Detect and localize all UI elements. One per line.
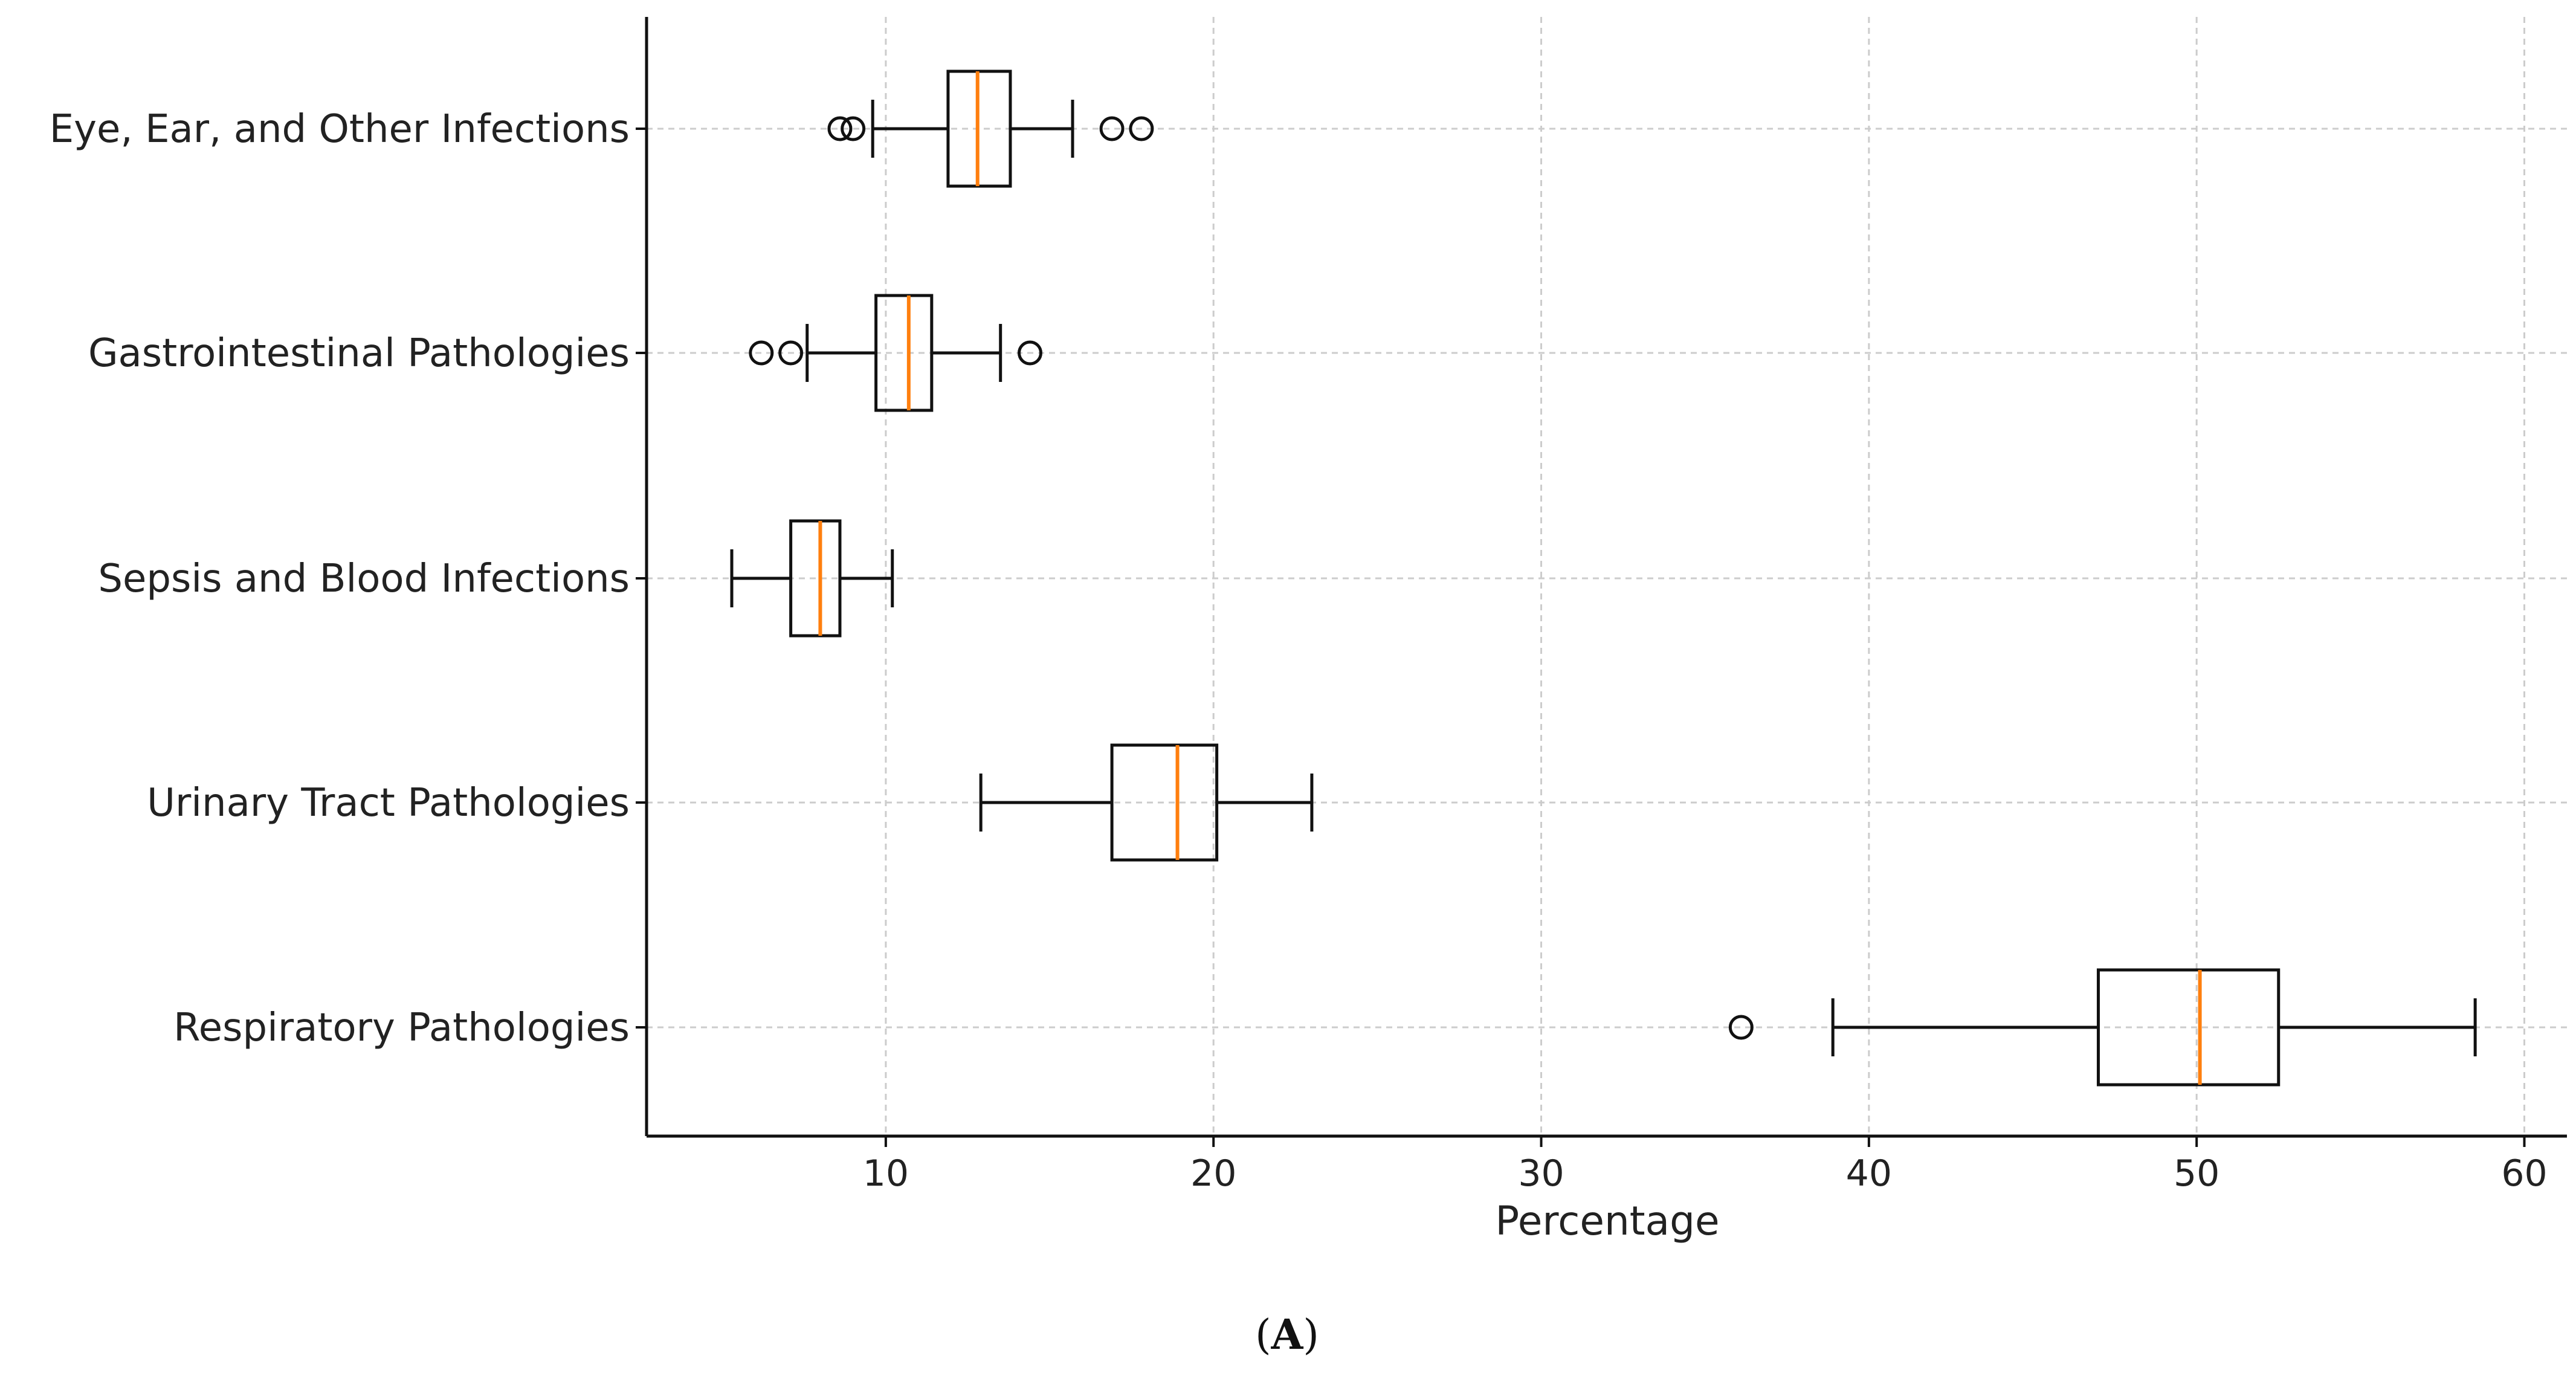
iqr-box-2 xyxy=(789,519,842,638)
box-0 xyxy=(827,69,1154,188)
iqr-box-1 xyxy=(874,294,934,412)
outlier-point-0-0 xyxy=(827,116,853,141)
x-tick-label-40: 40 xyxy=(1846,1152,1892,1195)
grid-lines xyxy=(647,17,2567,1136)
x-ticks: 10 20 30 40 50 60 xyxy=(636,128,2548,1195)
x-tick-label-50: 50 xyxy=(2174,1152,2219,1195)
outlier-point-1-2 xyxy=(1018,340,1043,366)
category-label-1: Gastrointestinal Pathologies xyxy=(88,331,630,376)
x-tick-label-20: 20 xyxy=(1190,1152,1236,1195)
outlier-point-1-0 xyxy=(749,340,774,366)
x-axis-label: Percentage xyxy=(1495,1198,1719,1244)
caption-close: ) xyxy=(1303,1311,1319,1359)
box-1 xyxy=(749,294,1043,412)
category-label-2: Sepsis and Blood Infections xyxy=(98,557,630,601)
x-tick-label-10: 10 xyxy=(863,1152,909,1195)
category-label-0: Eye, Ear, and Other Infections xyxy=(50,107,630,152)
axes xyxy=(645,17,2567,1138)
caption-open: ( xyxy=(1255,1311,1271,1359)
category-label-4: Respiratory Pathologies xyxy=(173,1006,630,1050)
caption-letter: A xyxy=(1271,1311,1304,1359)
figure-caption: (A) xyxy=(1255,1311,1319,1359)
outlier-point-0-1 xyxy=(841,116,866,141)
x-tick-label-30: 30 xyxy=(1518,1152,1564,1195)
iqr-box-3 xyxy=(1110,743,1219,862)
outlier-point-4-0 xyxy=(1728,1015,1754,1040)
box-3 xyxy=(979,743,1314,862)
outlier-point-1-1 xyxy=(778,340,804,366)
box-4 xyxy=(1728,968,2477,1087)
outlier-point-0-2 xyxy=(1099,116,1125,141)
box-2 xyxy=(730,519,894,638)
x-tick-label-60: 60 xyxy=(2501,1152,2547,1195)
category-label-3: Urinary Tract Pathologies xyxy=(147,781,630,825)
outlier-point-0-3 xyxy=(1129,116,1154,141)
box-series xyxy=(730,69,2477,1087)
category-labels: Eye, Ear, and Other Infections Gastrointe… xyxy=(50,107,630,1050)
iqr-box-4 xyxy=(2096,968,2281,1087)
